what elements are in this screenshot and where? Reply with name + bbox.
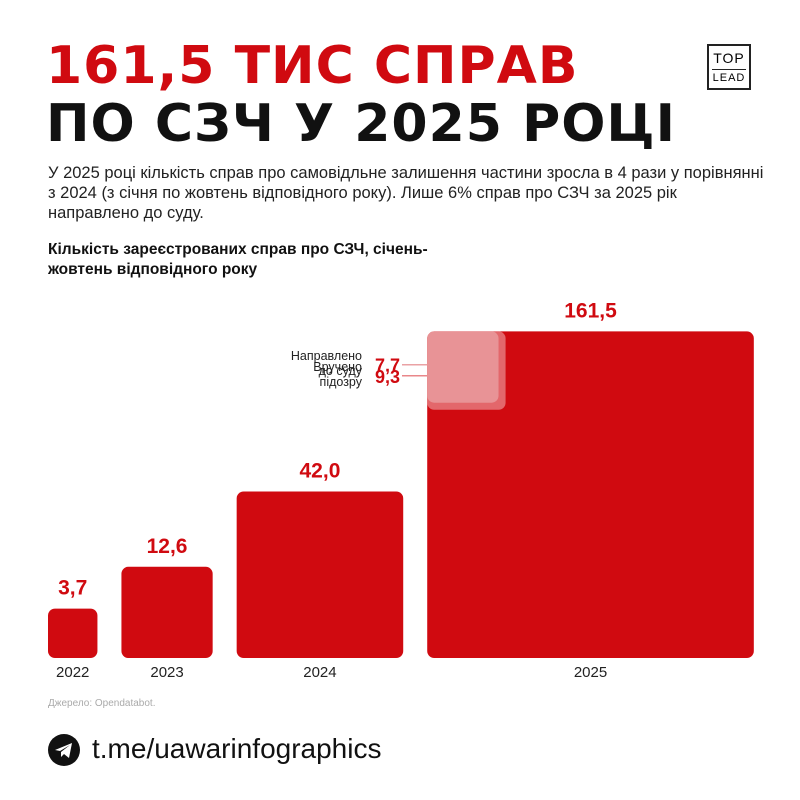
annotation-value: 9,3 — [375, 367, 400, 387]
value-label: 12,6 — [147, 535, 188, 558]
subtitle: У 2025 році кількість справ про самовідл… — [48, 164, 764, 222]
x-tick-label: 2023 — [150, 664, 183, 681]
value-label: 161,5 — [564, 299, 617, 322]
annotation-label: Вручено підозру — [313, 359, 362, 389]
square — [121, 566, 213, 658]
x-tick-label: 2025 — [574, 664, 607, 681]
annotation-value: 7,7 — [375, 356, 400, 376]
link[interactable]: t.me/uawarinfographics — [92, 733, 382, 764]
x-tick-label: 2024 — [303, 664, 336, 681]
logo-text: LEAD — [712, 69, 746, 84]
square — [236, 491, 404, 658]
x-tick-label: 2022 — [56, 664, 89, 681]
title: ПО СЗЧ У 2025 РОЦІ — [46, 94, 676, 154]
telegram-icon — [48, 734, 80, 766]
logo-text: TOP — [713, 50, 745, 66]
sub-square — [427, 331, 499, 403]
square — [48, 608, 98, 658]
source: Джерело: Opendatabot. — [48, 698, 156, 709]
title: 161,5 ТИС СПРАВ — [46, 36, 579, 96]
icon — [55, 743, 72, 758]
square — [427, 331, 754, 658]
logo: TOP LEAD — [707, 44, 751, 90]
value-label: 42,0 — [300, 459, 341, 482]
value-label: 3,7 — [58, 577, 87, 600]
annotation-label: Направлено до суду — [290, 348, 362, 378]
chart-title: Кількість зареєстрованих справ про СЗЧ, … — [48, 241, 428, 278]
